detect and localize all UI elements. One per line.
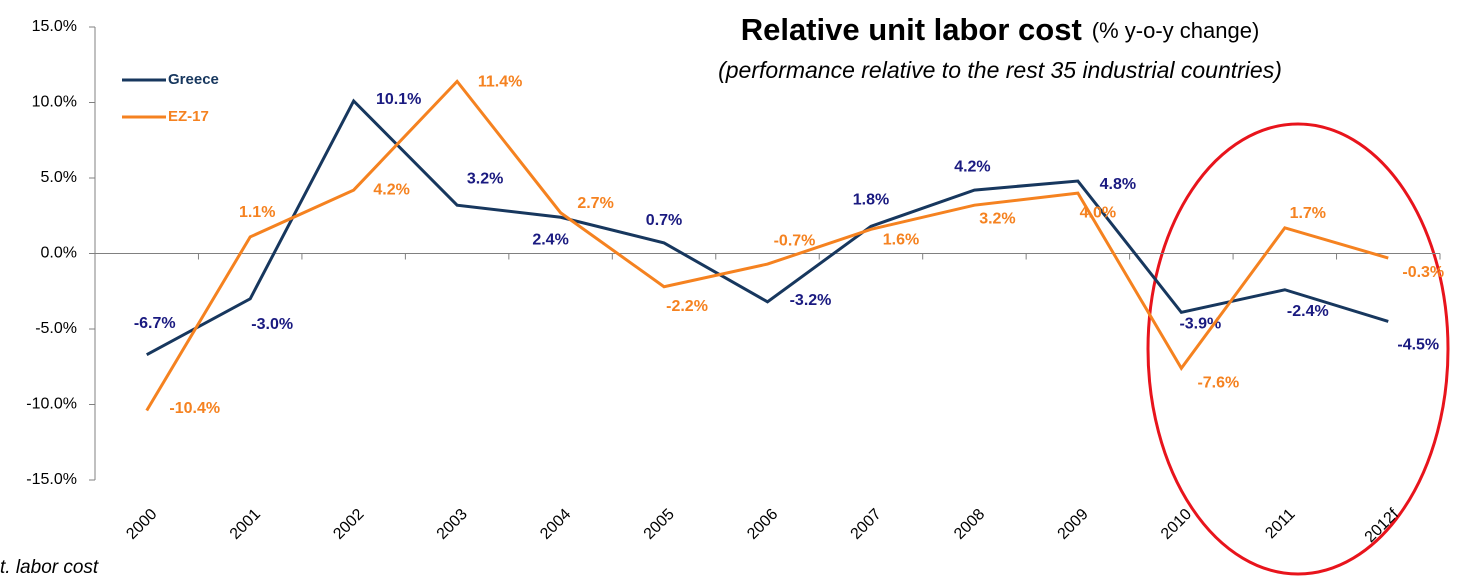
y-tick-label: -5.0%	[35, 320, 77, 337]
data-label: -6.7%	[134, 315, 176, 332]
x-tick-label: 2004	[537, 506, 574, 543]
y-tick-label: 15.0%	[32, 18, 77, 35]
y-tick-label: 5.0%	[41, 169, 77, 186]
y-tick-label: -10.0%	[26, 396, 77, 413]
chart-title: Relative unit labor cost	[741, 12, 1082, 47]
data-label: -3.0%	[251, 316, 293, 333]
data-label: 4.2%	[954, 158, 990, 175]
chart-title-group: Relative unit labor cost (% y-o-y change)	[741, 12, 1260, 47]
x-tick-label: 2008	[951, 506, 988, 543]
y-tick-label: 0.0%	[41, 245, 77, 262]
data-label: -7.6%	[1197, 374, 1239, 391]
data-label: 2.4%	[532, 231, 568, 248]
x-tick-label: 2009	[1055, 506, 1092, 543]
chart-title-suffix: (% y-o-y change)	[1092, 18, 1260, 43]
x-tick-label: 2002	[330, 506, 367, 543]
x-tick-label: 2001	[227, 506, 264, 543]
x-tick-label: 2000	[123, 506, 160, 543]
data-label: -0.7%	[774, 232, 816, 249]
data-label: 1.8%	[853, 192, 889, 209]
y-tick-label: -15.0%	[26, 471, 77, 488]
series-line	[145, 79, 1389, 412]
footnote: t. labor cost	[0, 557, 99, 577]
data-label: -0.3%	[1402, 264, 1444, 281]
data-label: 10.1%	[376, 91, 421, 108]
data-label: -10.4%	[169, 400, 220, 417]
chart-subtitle: (performance relative to the rest 35 ind…	[718, 57, 1282, 83]
x-tick-label: 2003	[434, 506, 471, 543]
data-label: 3.2%	[467, 170, 503, 187]
data-label: 1.7%	[1290, 205, 1326, 222]
data-label: 2.7%	[577, 195, 613, 212]
data-label: 11.4%	[478, 74, 522, 91]
data-label: 4.2%	[373, 181, 409, 198]
x-tick-label: 2007	[848, 506, 885, 543]
y-tick-label: 10.0%	[32, 94, 77, 111]
data-label: 1.6%	[883, 232, 919, 249]
data-label: -2.4%	[1287, 303, 1329, 320]
data-label: 3.2%	[979, 210, 1015, 227]
series-line	[146, 98, 1389, 356]
data-label: 4.8%	[1100, 176, 1136, 193]
legend-label: Greece	[168, 71, 219, 88]
highlight-ellipse	[1146, 122, 1450, 576]
data-label: 4.0%	[1080, 204, 1116, 221]
x-tick-label: 2011	[1262, 506, 1298, 542]
data-label: 0.7%	[646, 212, 682, 229]
data-label: -4.5%	[1397, 337, 1439, 354]
x-tick-label: 2006	[744, 506, 781, 543]
x-tick-label: 2012f	[1362, 505, 1403, 546]
data-label: 1.1%	[239, 204, 275, 221]
data-label: -3.2%	[790, 292, 832, 309]
x-tick-label: 2010	[1158, 506, 1195, 543]
x-tick-label: 2005	[641, 506, 678, 543]
legend-label: EZ-17	[168, 108, 209, 125]
data-label: -2.2%	[666, 298, 708, 315]
